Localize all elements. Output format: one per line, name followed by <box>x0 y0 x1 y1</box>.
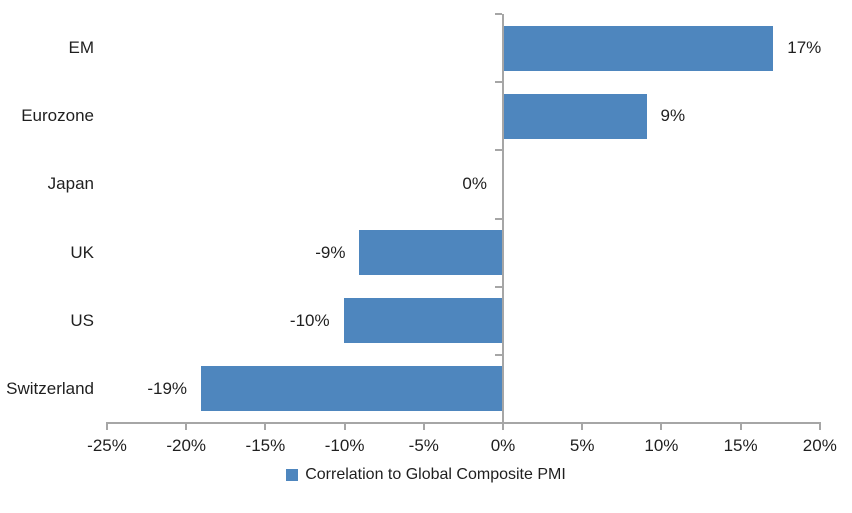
x-axis-tick-label: 20% <box>802 436 837 455</box>
bar-switzerland <box>201 366 502 412</box>
bar-uk <box>359 230 502 276</box>
x-axis-tick-label: -25% <box>87 436 127 455</box>
category-label-switzerland: Switzerland <box>6 378 94 398</box>
value-label-japan: 0% <box>462 174 487 194</box>
x-axis-tick-label: -15% <box>245 436 286 455</box>
category-label-japan: Japan <box>47 174 94 194</box>
x-axis-tick <box>502 423 504 430</box>
x-axis-tick <box>422 423 425 430</box>
y-axis-tick <box>495 13 502 15</box>
x-axis-tick-label: 0% <box>490 436 516 455</box>
y-axis-tick <box>495 353 502 356</box>
x-axis-tick <box>106 423 108 430</box>
x-axis-tick-label: 5% <box>569 436 595 455</box>
x-axis-tick <box>739 423 742 430</box>
bar-eurozone <box>504 93 647 139</box>
x-axis-tick <box>818 423 821 430</box>
category-label-eurozone: Eurozone <box>21 106 94 126</box>
y-axis-tick <box>495 81 502 84</box>
x-axis-tick <box>343 423 346 430</box>
x-axis-tick-label: -10% <box>324 436 365 455</box>
x-axis-tick-label: -5% <box>408 436 439 455</box>
x-axis-tick <box>660 423 663 430</box>
y-axis-tick <box>495 217 502 220</box>
legend-label: Correlation to Global Composite PMI <box>305 466 566 483</box>
y-axis-tick <box>495 285 502 288</box>
value-label-em: 17% <box>787 38 822 58</box>
bar-em <box>504 25 774 71</box>
legend: Correlation to Global Composite PMI <box>0 465 852 485</box>
category-label-em: EM <box>68 38 95 58</box>
value-label-us: -10% <box>289 310 330 330</box>
x-axis-tick-label: 15% <box>723 436 758 455</box>
x-axis-tick-label: 10% <box>644 436 679 455</box>
y-axis-tick <box>495 149 502 152</box>
value-label-uk: -9% <box>315 242 346 262</box>
value-label-eurozone: 9% <box>660 106 686 126</box>
bar-us <box>343 298 502 344</box>
x-axis-tick <box>581 423 584 430</box>
category-label-us: US <box>70 310 94 330</box>
x-axis-tick <box>264 423 267 430</box>
x-axis-tick-label: -20% <box>166 436 207 455</box>
x-axis-line <box>106 422 821 424</box>
legend-swatch-icon <box>286 469 299 481</box>
category-label-uk: UK <box>70 242 94 262</box>
x-axis-tick <box>185 423 188 430</box>
value-label-switzerland: -19% <box>147 378 188 398</box>
y-axis-line <box>502 14 504 430</box>
